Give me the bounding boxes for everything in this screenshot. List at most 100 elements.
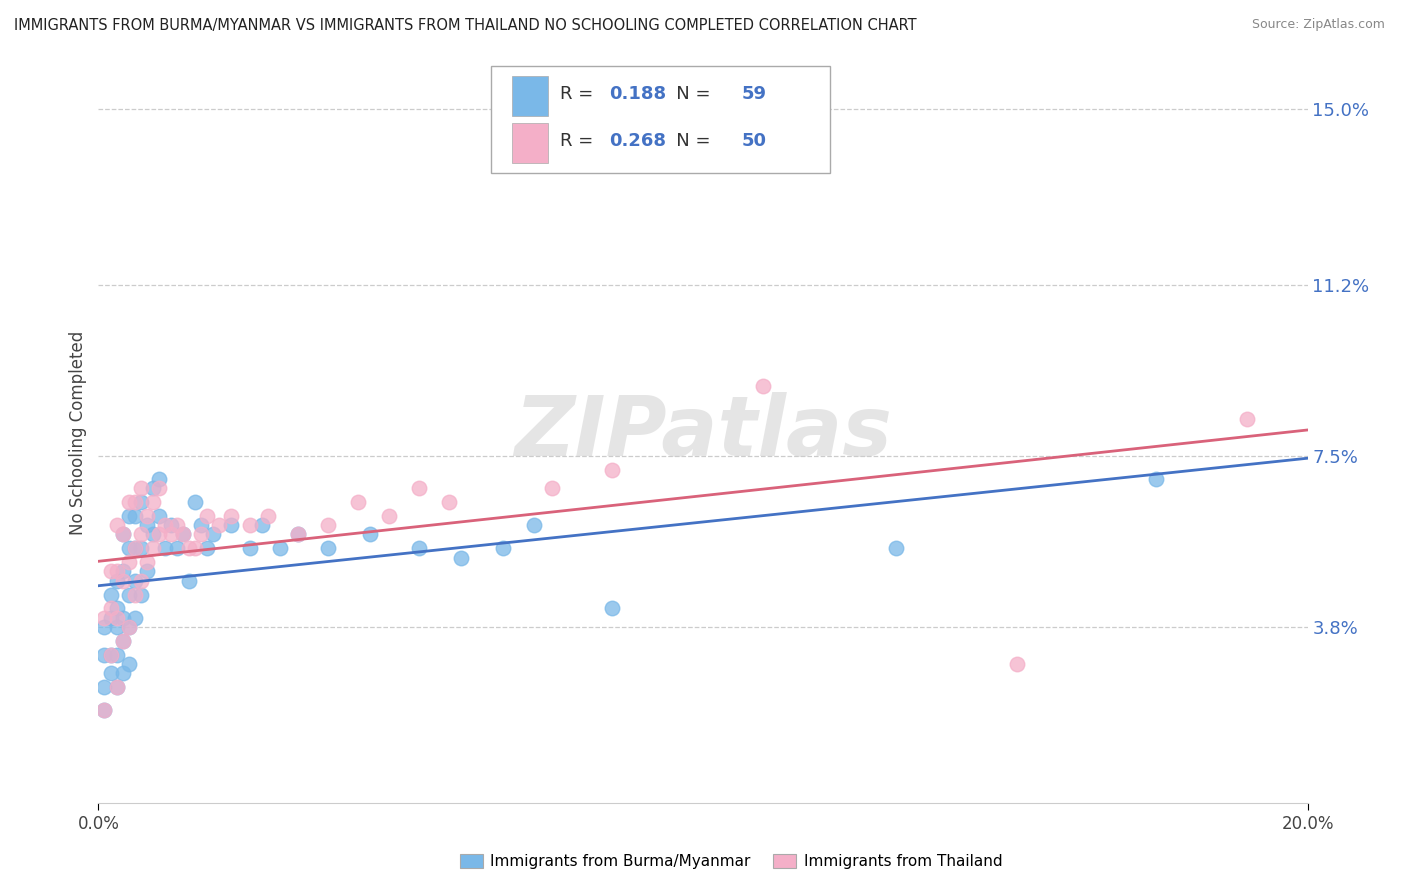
Point bbox=[135, 508, 157, 523]
Point bbox=[124, 588, 146, 602]
Point bbox=[202, 527, 225, 541]
Point bbox=[752, 379, 775, 393]
Point bbox=[111, 574, 134, 588]
Point bbox=[142, 481, 165, 495]
Point bbox=[105, 610, 128, 624]
Point bbox=[166, 518, 188, 533]
Point bbox=[172, 527, 194, 541]
Point bbox=[129, 588, 152, 602]
Point bbox=[93, 703, 115, 717]
Point bbox=[160, 527, 183, 541]
Point bbox=[129, 574, 152, 588]
Point bbox=[148, 527, 170, 541]
Point bbox=[100, 666, 122, 681]
Point bbox=[142, 527, 165, 541]
Text: 50: 50 bbox=[742, 132, 766, 150]
Point bbox=[111, 633, 134, 648]
Point bbox=[208, 518, 231, 533]
Point bbox=[118, 508, 141, 523]
Point bbox=[166, 541, 188, 556]
Point bbox=[160, 518, 183, 533]
Point bbox=[195, 541, 218, 556]
Point bbox=[142, 541, 165, 556]
Text: N =: N = bbox=[659, 85, 717, 103]
Point bbox=[118, 588, 141, 602]
Point bbox=[190, 527, 212, 541]
Text: ZIPatlas: ZIPatlas bbox=[515, 392, 891, 473]
Point bbox=[1007, 657, 1029, 671]
Point bbox=[118, 620, 141, 634]
Point bbox=[111, 527, 134, 541]
Text: R =: R = bbox=[561, 132, 599, 150]
Point bbox=[221, 518, 243, 533]
Point bbox=[239, 541, 262, 556]
Point bbox=[93, 680, 115, 694]
Point bbox=[105, 680, 128, 694]
Point bbox=[886, 541, 908, 556]
Point bbox=[148, 481, 170, 495]
Point bbox=[105, 574, 128, 588]
Point bbox=[450, 550, 472, 565]
Point bbox=[105, 620, 128, 634]
Text: R =: R = bbox=[561, 85, 599, 103]
Legend: Immigrants from Burma/Myanmar, Immigrants from Thailand: Immigrants from Burma/Myanmar, Immigrant… bbox=[454, 848, 1008, 875]
Point bbox=[316, 541, 339, 556]
Point bbox=[179, 541, 201, 556]
Text: 0.188: 0.188 bbox=[609, 85, 666, 103]
Point bbox=[239, 518, 262, 533]
Point bbox=[124, 495, 146, 509]
Point bbox=[377, 508, 399, 523]
Point bbox=[287, 527, 309, 541]
Point bbox=[100, 610, 122, 624]
Point bbox=[105, 565, 128, 579]
Point bbox=[523, 518, 546, 533]
Text: 0.268: 0.268 bbox=[609, 132, 665, 150]
Point bbox=[118, 620, 141, 634]
Point bbox=[1236, 411, 1258, 425]
Point bbox=[184, 541, 207, 556]
Point bbox=[105, 648, 128, 662]
Point bbox=[135, 518, 157, 533]
Point bbox=[111, 527, 134, 541]
Point bbox=[105, 518, 128, 533]
Text: IMMIGRANTS FROM BURMA/MYANMAR VS IMMIGRANTS FROM THAILAND NO SCHOOLING COMPLETED: IMMIGRANTS FROM BURMA/MYANMAR VS IMMIGRA… bbox=[14, 18, 917, 33]
Point bbox=[124, 541, 146, 556]
Point bbox=[172, 527, 194, 541]
Text: 59: 59 bbox=[742, 85, 766, 103]
Point bbox=[316, 518, 339, 533]
Point bbox=[118, 657, 141, 671]
Point bbox=[190, 518, 212, 533]
Point bbox=[105, 601, 128, 615]
Point bbox=[148, 472, 170, 486]
Point bbox=[360, 527, 382, 541]
Point bbox=[111, 565, 134, 579]
Point bbox=[124, 508, 146, 523]
Point bbox=[100, 648, 122, 662]
Point bbox=[118, 555, 141, 569]
Point bbox=[100, 601, 122, 615]
Point bbox=[250, 518, 273, 533]
Point bbox=[540, 481, 562, 495]
Point bbox=[1144, 472, 1167, 486]
Point bbox=[93, 648, 115, 662]
Point bbox=[93, 610, 115, 624]
Point bbox=[118, 541, 141, 556]
Point bbox=[602, 462, 624, 476]
Point bbox=[118, 495, 141, 509]
Point bbox=[124, 574, 146, 588]
Point bbox=[148, 508, 170, 523]
Point bbox=[408, 481, 430, 495]
Point bbox=[100, 648, 122, 662]
Point bbox=[492, 541, 515, 556]
FancyBboxPatch shape bbox=[512, 122, 548, 163]
Point bbox=[124, 610, 146, 624]
Point bbox=[256, 508, 278, 523]
Point bbox=[111, 666, 134, 681]
Point bbox=[142, 495, 165, 509]
Point bbox=[129, 481, 152, 495]
Point bbox=[135, 555, 157, 569]
Point bbox=[269, 541, 291, 556]
Text: Source: ZipAtlas.com: Source: ZipAtlas.com bbox=[1251, 18, 1385, 31]
Point bbox=[129, 527, 152, 541]
Point bbox=[153, 541, 176, 556]
